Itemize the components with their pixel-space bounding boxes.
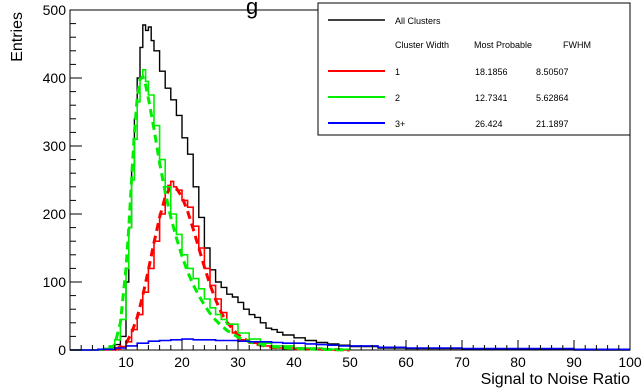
legend-most-probable: 12.7341 (475, 93, 508, 103)
x-axis-label: Signal to Noise Ratio (481, 371, 631, 388)
legend-fwhm: 5.62864 (536, 93, 569, 103)
y-tick-label: 400 (43, 70, 67, 86)
legend-box (317, 2, 631, 136)
x-tick-label: 10 (118, 354, 134, 370)
series-1-fit (114, 185, 351, 352)
y-tick-label: 500 (43, 2, 67, 18)
x-tick-label: 70 (454, 354, 470, 370)
legend-column-header: FWHM (563, 40, 591, 50)
x-tick-label: 40 (286, 354, 302, 370)
legend-column-header: Most Probable (474, 40, 532, 50)
series-layer (70, 24, 630, 352)
x-tick-label: 30 (230, 354, 246, 370)
legend-layer: All Clusters Cluster Width Most Probable FW… (317, 2, 631, 136)
legend-most-probable: 26.424 (475, 119, 503, 129)
legend-fwhm: 8.50507 (536, 67, 569, 77)
series-2-fit (108, 73, 351, 352)
y-tick-label: 300 (43, 138, 67, 154)
legend-width: 3+ (395, 119, 405, 129)
legend-all-clusters: All Clusters (395, 16, 441, 26)
legend-fwhm: 21.1897 (536, 119, 569, 129)
legend-most-probable: 18.1856 (475, 67, 508, 77)
x-tick-label: 100 (618, 354, 642, 370)
y-axis-label: Entries (9, 12, 26, 62)
x-tick-label: 20 (174, 354, 190, 370)
x-tick-label: 80 (510, 354, 526, 370)
title-fragment: g (246, 0, 258, 19)
x-tick-label: 60 (398, 354, 414, 370)
x-tick-label: 90 (566, 354, 582, 370)
legend-width: 2 (395, 93, 400, 103)
series-3- (70, 338, 630, 351)
y-tick-label: 200 (43, 206, 67, 222)
axes-layer: 10 20 30 40 50 60 70 80 90 100 0 100 200 300 400 500 (43, 2, 642, 370)
legend-column-header: Cluster Width (395, 40, 449, 50)
y-tick-label: 100 (43, 274, 67, 290)
y-tick-label: 0 (58, 342, 66, 358)
legend-width: 1 (395, 67, 400, 77)
x-tick-label: 50 (342, 354, 358, 370)
